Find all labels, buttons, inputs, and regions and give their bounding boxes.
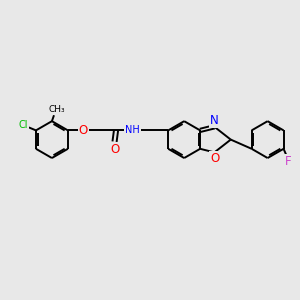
Text: O: O: [110, 143, 119, 156]
Text: O: O: [79, 124, 88, 137]
Text: O: O: [210, 152, 219, 165]
Text: NH: NH: [125, 125, 140, 135]
Text: F: F: [285, 155, 291, 168]
Text: CH₃: CH₃: [48, 105, 65, 114]
Text: Cl: Cl: [19, 120, 28, 130]
Text: N: N: [210, 114, 219, 127]
